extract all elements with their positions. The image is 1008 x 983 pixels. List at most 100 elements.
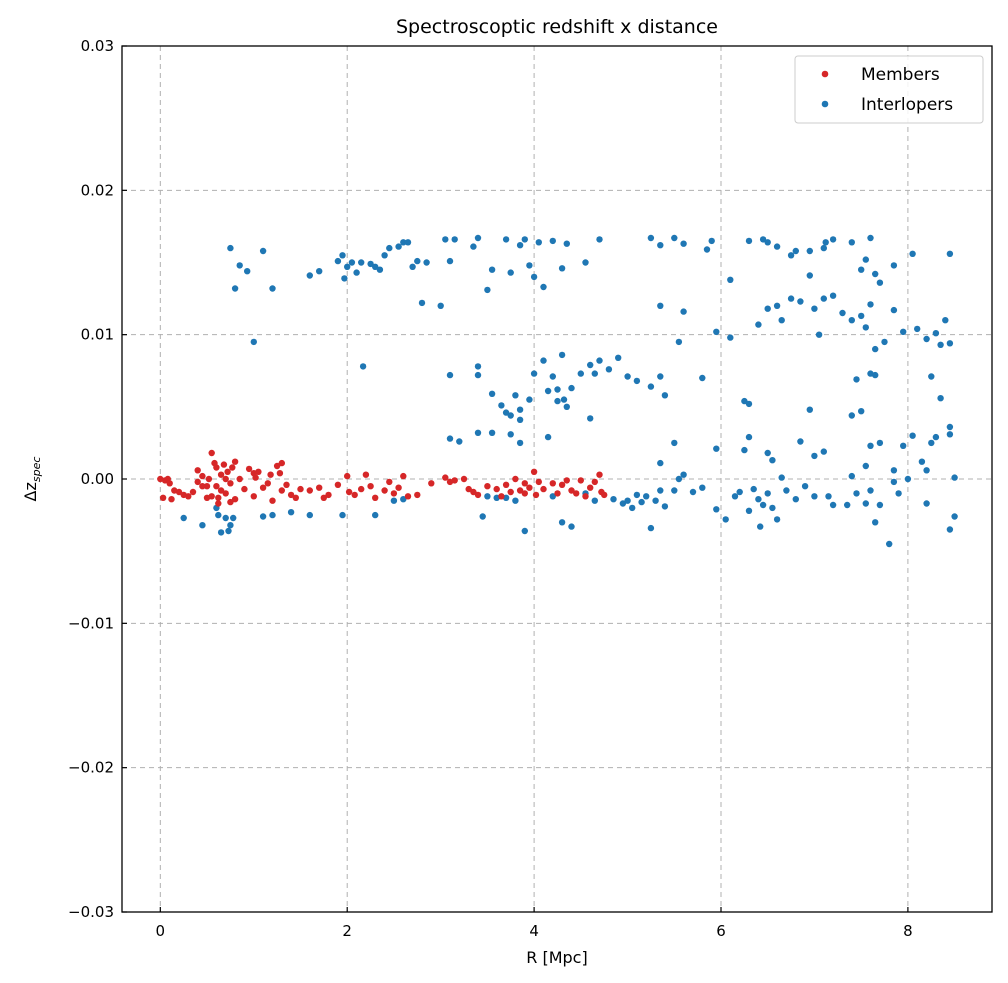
member-point [273, 462, 281, 470]
y-axis-label-main: Δz [21, 482, 40, 501]
interloper-point [867, 442, 874, 449]
interloper-point [867, 234, 874, 242]
interloper-point [306, 272, 313, 279]
interloper-point [446, 371, 454, 379]
interloper-point [348, 259, 356, 266]
interloper-point [951, 474, 958, 481]
member-point [381, 487, 388, 494]
interloper-point [937, 341, 944, 348]
interloper-point [862, 256, 869, 263]
interloper-point [244, 268, 251, 275]
x-tick-label: 6 [716, 922, 726, 940]
member-point [601, 491, 608, 499]
interloper-point [680, 308, 687, 315]
member-point [507, 488, 514, 496]
interloper-point [867, 301, 874, 308]
member-point [283, 481, 290, 488]
member-point [276, 470, 284, 477]
member-point [199, 472, 206, 480]
member-point [241, 485, 248, 493]
interloper-point [227, 244, 234, 252]
member-point [278, 487, 285, 494]
interloper-point [937, 395, 944, 402]
interloper-point [848, 239, 855, 246]
member-point [264, 480, 271, 487]
member-point [526, 484, 533, 491]
interloper-point [633, 377, 641, 385]
interloper-point [946, 250, 954, 257]
x-tick-label: 2 [342, 922, 352, 940]
interloper-point [624, 497, 631, 504]
interloper-point [619, 500, 627, 507]
interloper-point [535, 239, 542, 246]
interloper-point [488, 266, 496, 273]
member-point [245, 465, 253, 473]
interloper-point [339, 511, 346, 519]
interloper-point [825, 493, 832, 500]
member-point [229, 464, 236, 471]
member-point [320, 494, 327, 501]
interloper-point [741, 397, 748, 405]
interloper-point [470, 243, 477, 250]
interloper-point [442, 236, 449, 243]
member-point [498, 493, 505, 500]
interloper-point [451, 236, 458, 243]
member-point [390, 490, 398, 497]
interloper-point [876, 279, 884, 286]
interloper-point [932, 433, 940, 441]
interloper-point [554, 397, 561, 405]
axis-ticks: 0 2 4 6 8 −0.03 −0.02 −0.01 0.00 0.01 0.02 0.03 [68, 37, 913, 940]
y-tick-label: −0.02 [68, 759, 114, 777]
interloper-point [942, 317, 949, 324]
x-tick-label: 0 [156, 922, 166, 940]
interloper-point [225, 527, 232, 535]
interloper-point [806, 406, 813, 413]
member-point [189, 488, 197, 496]
member-point [227, 498, 234, 506]
legend-marker-members [821, 70, 829, 78]
interloper-point [587, 361, 594, 369]
interloper-point [703, 246, 711, 253]
interloper-point [652, 497, 659, 504]
interloper-point [671, 487, 678, 494]
interloper-point [820, 295, 827, 302]
interloper-point [610, 496, 617, 503]
member-point [287, 491, 295, 499]
member-point [203, 494, 211, 501]
interloper-point [727, 334, 734, 341]
interloper-point [848, 317, 855, 324]
interloper-point [745, 507, 753, 514]
interloper-point [474, 363, 482, 370]
interloper-point [876, 439, 884, 447]
member-point [549, 480, 556, 487]
interloper-point [757, 523, 764, 530]
member-point [470, 488, 477, 496]
interloper-point [745, 237, 753, 245]
interloper-point [886, 540, 893, 548]
interloper-point [353, 269, 360, 276]
member-point [205, 475, 213, 483]
interloper-point [858, 266, 865, 273]
member-point [358, 485, 365, 493]
interloper-point [236, 262, 243, 269]
interloper-point [344, 263, 351, 270]
interloper-point [671, 439, 678, 447]
member-point [250, 470, 257, 477]
interloper-point [890, 262, 898, 269]
member-point [166, 480, 173, 487]
member-point [532, 491, 540, 499]
interloper-point [797, 438, 804, 445]
member-point [316, 484, 323, 491]
member-point [596, 471, 603, 478]
interloper-point [516, 242, 524, 249]
member-point [372, 494, 379, 501]
interloper-point [596, 236, 603, 243]
interloper-point [516, 416, 524, 423]
member-point [213, 483, 220, 490]
interloper-point [736, 488, 743, 496]
interloper-point [745, 433, 753, 441]
interloper-point [881, 338, 888, 346]
member-point [267, 471, 274, 478]
interloper-point [671, 234, 678, 242]
interloper-point [250, 338, 257, 346]
